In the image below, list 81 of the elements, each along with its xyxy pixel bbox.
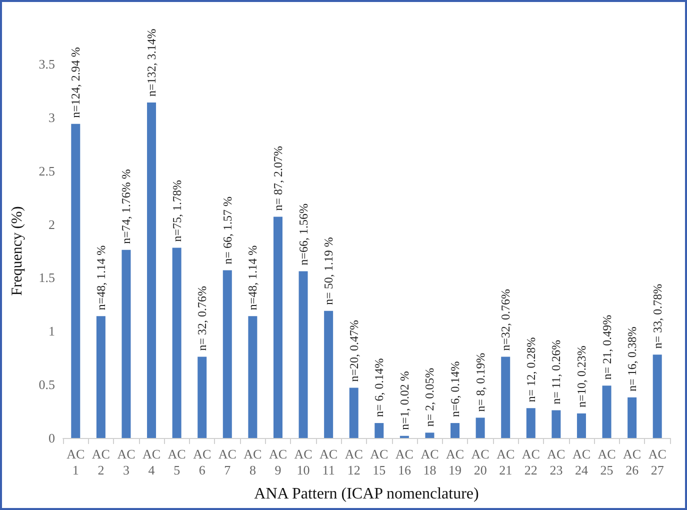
- data-label: n= 11, 0.26%: [549, 340, 564, 404]
- bar: [222, 270, 232, 438]
- bar: [96, 316, 106, 438]
- x-tick-label: AC 15: [370, 446, 388, 478]
- x-tick-label: AC 19: [446, 446, 464, 478]
- data-label: n=132, 3.14%: [144, 28, 159, 96]
- bar: [71, 124, 80, 438]
- x-tick-label: AC 6: [193, 446, 212, 478]
- bar: [298, 271, 308, 438]
- bar: [349, 388, 358, 438]
- x-tick-label: AC 20: [471, 446, 490, 478]
- y-tick-label: 3.5: [38, 56, 55, 72]
- x-tick-label: AC 27: [648, 446, 666, 478]
- x-tick-label: AC 2: [92, 446, 110, 478]
- data-label: n=75, 1.78%: [170, 180, 184, 242]
- x-tick-label: AC 12: [344, 446, 363, 478]
- data-label: n=124, 2.94 %: [68, 47, 83, 118]
- data-label: n= 21, 0.49%: [600, 314, 614, 380]
- bar: [324, 310, 334, 438]
- data-label: n= 2, 0.05%: [422, 368, 437, 427]
- data-label: n= 6, 0.14%: [372, 358, 386, 418]
- bar: [122, 250, 131, 438]
- data-label: n=48, 1.14 %: [246, 245, 260, 310]
- x-tick-label: AC 25: [598, 446, 616, 478]
- y-tick-label: 2: [48, 216, 55, 232]
- x-tick-label: AC 1: [66, 446, 85, 478]
- x-axis-title: ANA Pattern (ICAP nomenclature): [254, 486, 479, 502]
- data-label: n= 16, 0.38%: [625, 326, 640, 392]
- bar: [576, 413, 586, 438]
- data-label: n= 50, 1.19 %: [322, 237, 336, 305]
- bar: [652, 354, 662, 438]
- y-tick-label: 1.5: [38, 270, 55, 286]
- y-tick-label: 0.5: [38, 377, 55, 392]
- y-tick-label: 0: [48, 430, 55, 446]
- data-label: n= 33, 0.78%: [650, 284, 664, 349]
- x-tick-label: AC 21: [496, 446, 515, 478]
- data-label: n= 12, 0.28%: [524, 337, 538, 402]
- x-tick-label: AC 22: [522, 446, 540, 478]
- bar: [147, 102, 156, 438]
- x-tick-label: AC 26: [623, 446, 642, 478]
- data-label: n=20, 0.47%: [346, 320, 361, 382]
- bar: [198, 356, 207, 438]
- bar: [526, 408, 536, 438]
- y-tick-label: 1: [48, 324, 55, 339]
- data-label: n=32, 0.76%: [498, 289, 513, 351]
- data-label: n=74, 1.76% %: [119, 169, 134, 244]
- y-tick-label: 3: [48, 110, 55, 125]
- x-tick-label: AC 8: [244, 446, 262, 478]
- data-label: n=1, 0.02 %: [397, 371, 412, 430]
- x-tick-label: AC 5: [168, 446, 186, 478]
- data-label: n=66, 1.56%: [296, 204, 310, 266]
- bar: [501, 356, 510, 438]
- bar: [552, 410, 561, 438]
- data-label: n= 87, 2.07%: [270, 146, 285, 211]
- data-label: n=10, 0.23%: [574, 346, 588, 408]
- x-tick-label: AC 9: [268, 446, 288, 478]
- bar: [628, 397, 637, 438]
- bar: [602, 386, 612, 438]
- data-label: n= 32, 0.76%: [195, 286, 210, 351]
- x-tick-label: AC 10: [294, 446, 312, 478]
- x-tick-label: AC 3: [117, 446, 136, 478]
- bar: [476, 418, 485, 438]
- x-tick-label: AC 16: [395, 446, 414, 478]
- x-tick-label: AC 24: [572, 446, 591, 478]
- data-label: n= 66, 1.57 %: [220, 196, 234, 264]
- y-axis-title: Frequency (%): [10, 206, 26, 296]
- x-tick-label: AC 18: [420, 446, 439, 478]
- bar: [273, 216, 282, 438]
- data-label: n= 8, 0.19%: [473, 352, 488, 412]
- bar: [425, 432, 434, 438]
- x-tick-label: AC 23: [547, 446, 566, 478]
- bar: [172, 248, 182, 438]
- x-tick-label: AC 7: [218, 446, 236, 478]
- x-tick-label: AC 11: [320, 446, 338, 478]
- bar: [248, 316, 258, 438]
- data-label: n=48, 1.14 %: [94, 245, 108, 310]
- bar: [450, 423, 460, 438]
- bar: [374, 423, 384, 438]
- data-label: n=6, 0.14%: [448, 361, 462, 418]
- x-tick-label: AC 4: [142, 446, 161, 478]
- y-tick-label: 2.5: [38, 163, 55, 178]
